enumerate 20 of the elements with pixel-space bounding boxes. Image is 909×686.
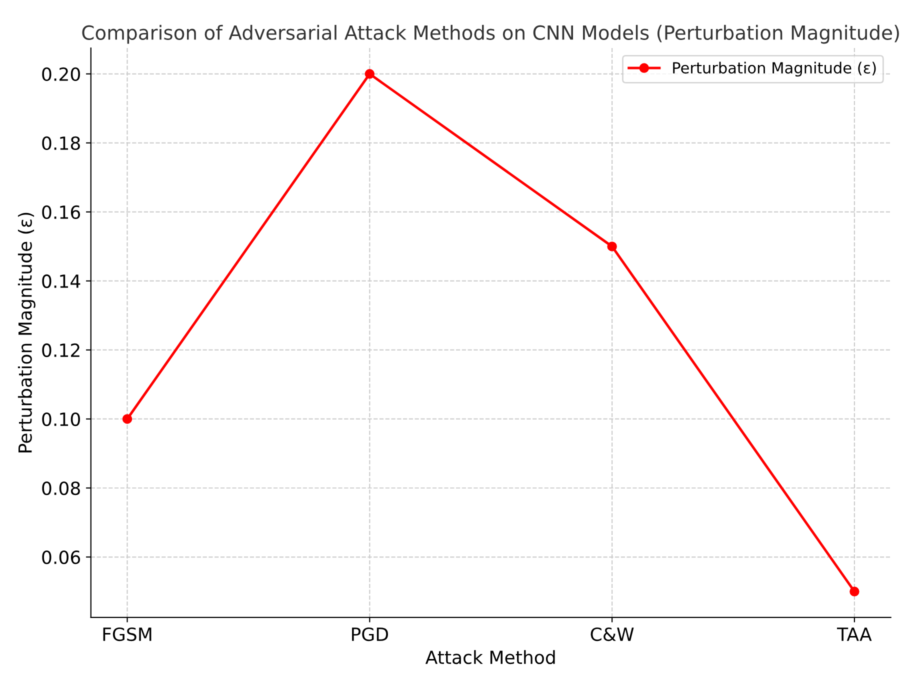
x-tick-label: FGSM [103,627,152,642]
x-tick-label: PGD [352,627,388,642]
point [122,414,132,424]
x-tick-label: C&W [590,627,634,642]
y-tick-label: 0.16 [42,205,80,220]
x-tick-label: TAA [836,628,872,641]
y-tick-label: 0.10 [42,412,80,426]
y-tick-label: 0.08 [42,481,80,496]
point [607,242,617,252]
y-tick-label: 0.18 [42,136,80,150]
y-tick-label: 0.20 [42,67,80,82]
y-tick-label: 0.12 [42,343,80,358]
x-axis-title: Attack Method [425,650,555,664]
y-tick-label: 0.06 [42,550,80,564]
point [364,69,375,79]
y-tick-label: 0.14 [42,274,80,288]
legend-label: Perturbation Magnitude (ε) [673,62,876,77]
y-axis-title: Perturbation Magnitude (ε) [18,212,36,452]
point [850,586,860,596]
chart-title: Comparison of Adversarial Attack Methods on CNN Models (Perturbation Magnitude) [82,24,899,44]
